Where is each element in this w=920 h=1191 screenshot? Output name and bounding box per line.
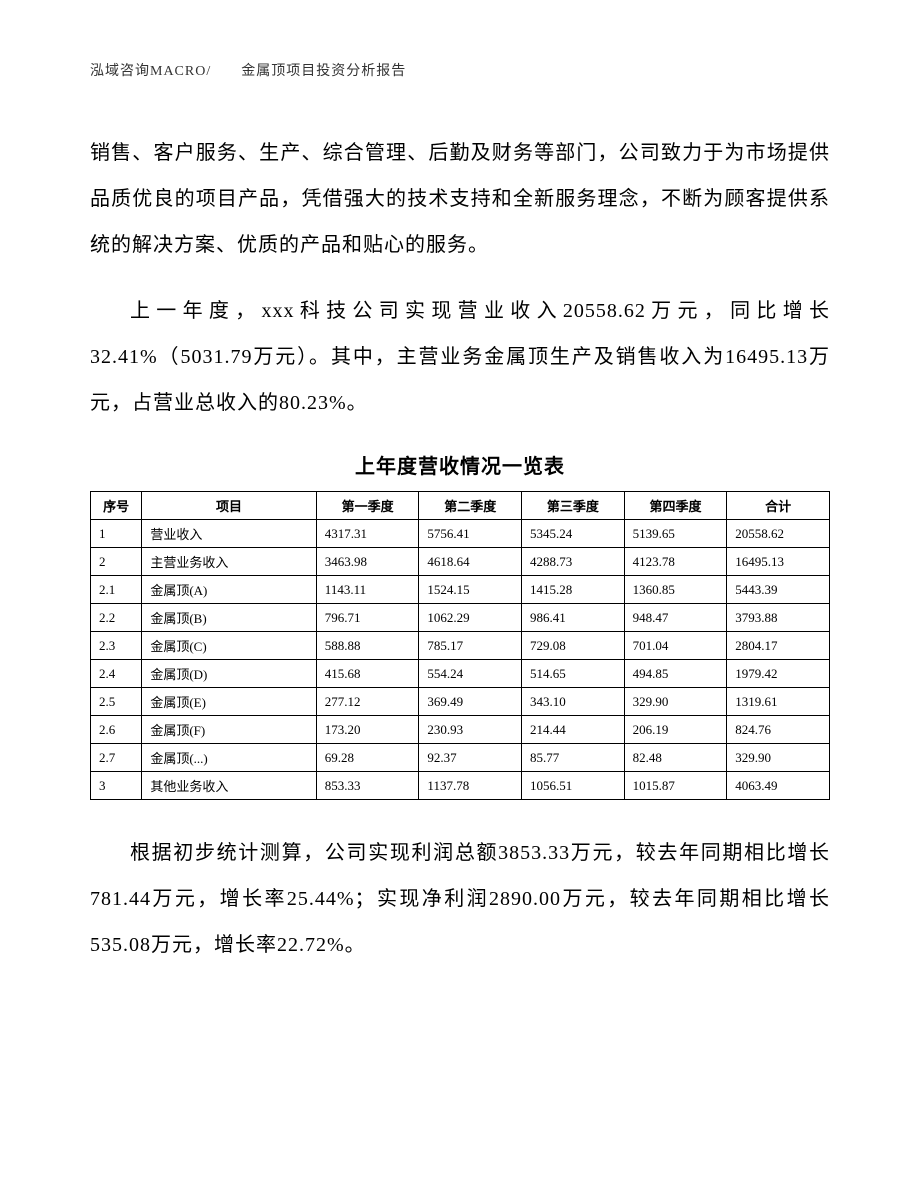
table-cell: 金属顶(E)	[142, 688, 316, 716]
table-cell: 1015.87	[624, 772, 727, 800]
table-cell: 1137.78	[419, 772, 522, 800]
col-header-q2: 第二季度	[419, 492, 522, 520]
table-row: 2.1金属顶(A)1143.111524.151415.281360.85544…	[91, 576, 830, 604]
table-body: 1营业收入4317.315756.415345.245139.6520558.6…	[91, 520, 830, 800]
table-cell: 1	[91, 520, 142, 548]
table-row: 2.3金属顶(C)588.88785.17729.08701.042804.17	[91, 632, 830, 660]
table-cell: 金属顶(C)	[142, 632, 316, 660]
table-cell: 514.65	[522, 660, 625, 688]
table-cell: 494.85	[624, 660, 727, 688]
table-cell: 92.37	[419, 744, 522, 772]
table-cell: 5756.41	[419, 520, 522, 548]
table-cell: 4618.64	[419, 548, 522, 576]
table-cell: 2.5	[91, 688, 142, 716]
table-row: 2主营业务收入3463.984618.644288.734123.7816495…	[91, 548, 830, 576]
paragraph-3: 根据初步统计测算，公司实现利润总额3853.33万元，较去年同期相比增长781.…	[90, 830, 830, 968]
table-cell: 金属顶(B)	[142, 604, 316, 632]
table-row: 2.7金属顶(...)69.2892.3785.7782.48329.90	[91, 744, 830, 772]
table-cell: 营业收入	[142, 520, 316, 548]
table-cell: 1062.29	[419, 604, 522, 632]
table-cell: 金属顶(A)	[142, 576, 316, 604]
table-cell: 85.77	[522, 744, 625, 772]
table-cell: 329.90	[624, 688, 727, 716]
table-row: 2.6金属顶(F)173.20230.93214.44206.19824.76	[91, 716, 830, 744]
table-cell: 329.90	[727, 744, 830, 772]
table-cell: 16495.13	[727, 548, 830, 576]
table-cell: 2.1	[91, 576, 142, 604]
col-header-seq: 序号	[91, 492, 142, 520]
table-cell: 343.10	[522, 688, 625, 716]
table-title: 上年度营收情况一览表	[90, 450, 830, 479]
col-header-total: 合计	[727, 492, 830, 520]
table-cell: 5345.24	[522, 520, 625, 548]
table-row: 3其他业务收入853.331137.781056.511015.874063.4…	[91, 772, 830, 800]
table-cell: 588.88	[316, 632, 419, 660]
table-cell: 4063.49	[727, 772, 830, 800]
table-cell: 1143.11	[316, 576, 419, 604]
table-cell: 2.2	[91, 604, 142, 632]
col-header-q1: 第一季度	[316, 492, 419, 520]
table-cell: 729.08	[522, 632, 625, 660]
table-row: 1营业收入4317.315756.415345.245139.6520558.6…	[91, 520, 830, 548]
table-cell: 2804.17	[727, 632, 830, 660]
table-cell: 4123.78	[624, 548, 727, 576]
table-cell: 701.04	[624, 632, 727, 660]
table-row: 2.5金属顶(E)277.12369.49343.10329.901319.61	[91, 688, 830, 716]
table-cell: 2.6	[91, 716, 142, 744]
table-cell: 金属顶(...)	[142, 744, 316, 772]
table-cell: 3463.98	[316, 548, 419, 576]
table-cell: 1524.15	[419, 576, 522, 604]
table-cell: 69.28	[316, 744, 419, 772]
table-cell: 1979.42	[727, 660, 830, 688]
table-cell: 2.3	[91, 632, 142, 660]
table-cell: 230.93	[419, 716, 522, 744]
table-cell: 1360.85	[624, 576, 727, 604]
table-cell: 1056.51	[522, 772, 625, 800]
paragraph-1: 销售、客户服务、生产、综合管理、后勤及财务等部门，公司致力于为市场提供品质优良的…	[90, 130, 830, 268]
table-row: 2.2金属顶(B)796.711062.29986.41948.473793.8…	[91, 604, 830, 632]
table-header-row: 序号 项目 第一季度 第二季度 第三季度 第四季度 合计	[91, 492, 830, 520]
table-cell: 金属顶(D)	[142, 660, 316, 688]
table-cell: 5443.39	[727, 576, 830, 604]
revenue-table: 序号 项目 第一季度 第二季度 第三季度 第四季度 合计 1营业收入4317.3…	[90, 491, 830, 800]
table-cell: 4288.73	[522, 548, 625, 576]
table-cell: 2	[91, 548, 142, 576]
table-cell: 3	[91, 772, 142, 800]
table-cell: 20558.62	[727, 520, 830, 548]
table-cell: 1415.28	[522, 576, 625, 604]
table-cell: 369.49	[419, 688, 522, 716]
table-cell: 1319.61	[727, 688, 830, 716]
table-cell: 82.48	[624, 744, 727, 772]
col-header-q4: 第四季度	[624, 492, 727, 520]
table-cell: 2.4	[91, 660, 142, 688]
table-cell: 853.33	[316, 772, 419, 800]
table-cell: 948.47	[624, 604, 727, 632]
table-cell: 214.44	[522, 716, 625, 744]
table-cell: 主营业务收入	[142, 548, 316, 576]
table-cell: 其他业务收入	[142, 772, 316, 800]
table-cell: 415.68	[316, 660, 419, 688]
paragraph-2: 上一年度，xxx科技公司实现营业收入20558.62万元，同比增长32.41%（…	[90, 288, 830, 426]
col-header-q3: 第三季度	[522, 492, 625, 520]
table-cell: 173.20	[316, 716, 419, 744]
table-cell: 785.17	[419, 632, 522, 660]
table-cell: 986.41	[522, 604, 625, 632]
col-header-item: 项目	[142, 492, 316, 520]
table-cell: 206.19	[624, 716, 727, 744]
table-cell: 824.76	[727, 716, 830, 744]
page-header: 泓域咨询MACRO/ 金属顶项目投资分析报告	[90, 60, 830, 80]
table-cell: 277.12	[316, 688, 419, 716]
table-cell: 4317.31	[316, 520, 419, 548]
table-cell: 3793.88	[727, 604, 830, 632]
table-row: 2.4金属顶(D)415.68554.24514.65494.851979.42	[91, 660, 830, 688]
table-cell: 金属顶(F)	[142, 716, 316, 744]
table-cell: 796.71	[316, 604, 419, 632]
table-cell: 2.7	[91, 744, 142, 772]
table-cell: 554.24	[419, 660, 522, 688]
table-cell: 5139.65	[624, 520, 727, 548]
